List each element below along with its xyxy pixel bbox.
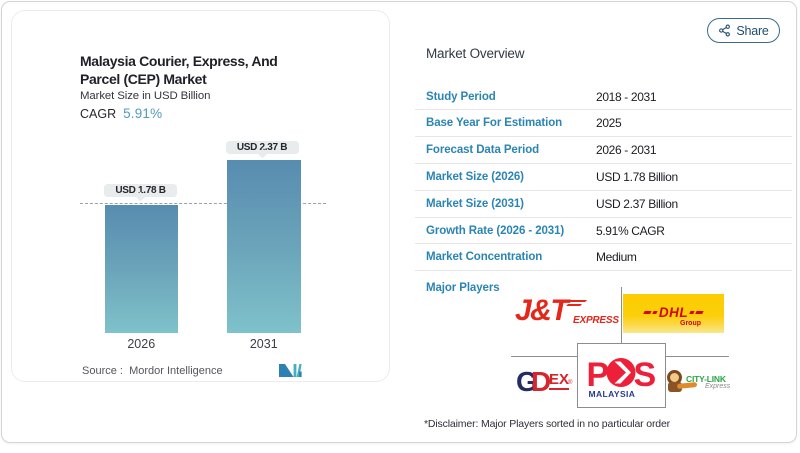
svg-text:P: P — [588, 356, 609, 391]
svg-text:S: S — [633, 356, 655, 391]
